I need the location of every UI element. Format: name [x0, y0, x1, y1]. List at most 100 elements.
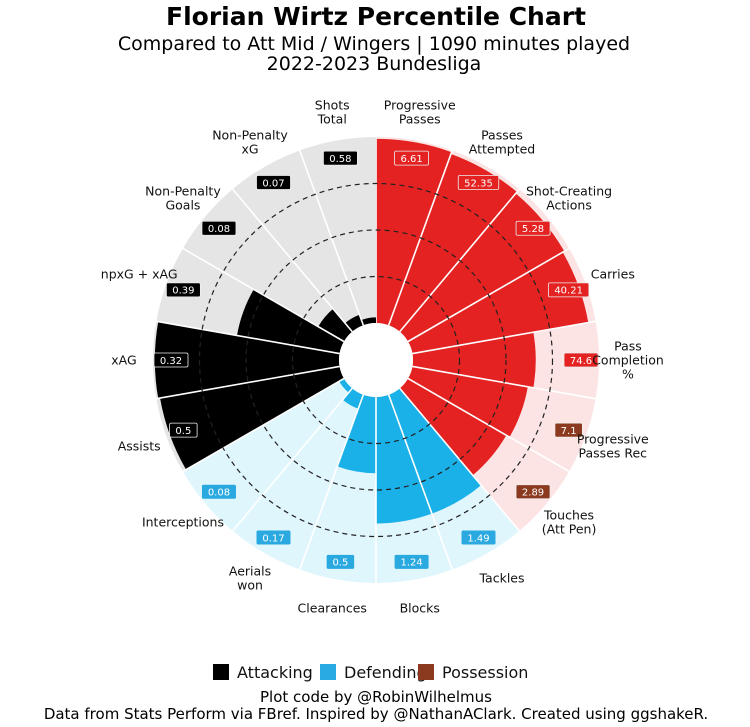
value-label-box	[515, 484, 551, 500]
slice-divider	[298, 394, 365, 570]
legend-label: Possession	[442, 663, 528, 682]
category-label: Passes	[399, 111, 441, 126]
value-label: 0.07	[262, 178, 284, 189]
value-label: 6.61	[400, 154, 422, 165]
value-label: 0.58	[329, 154, 351, 165]
slice-divider	[232, 188, 353, 333]
category-label: Aerials	[229, 564, 271, 579]
value-label-box	[461, 530, 496, 545]
category-label: Interceptions	[142, 514, 224, 529]
slice-bar	[361, 317, 376, 326]
value-label-box	[515, 220, 551, 236]
slice-divider	[156, 320, 340, 355]
category-label: Assists	[118, 439, 161, 454]
slice-divider	[156, 365, 340, 400]
value-label-box	[153, 352, 189, 368]
slice-bar	[339, 378, 353, 393]
category-label: Non-Penalty	[145, 184, 221, 199]
category-label: Carries	[591, 266, 635, 281]
legend-label: Defending	[344, 663, 427, 682]
value-labels-layer: 6.61 52.35 5.28 40.21 74.6 7.1 2.89 1.49 1.24 0.5…	[153, 150, 599, 569]
value-label-box	[256, 175, 291, 190]
category-label: Completion	[592, 353, 664, 368]
category-label: Progressive	[577, 432, 649, 447]
category-label: Pass	[614, 339, 642, 354]
category-label: (Att Pen)	[542, 521, 597, 536]
category-labels-layer: ProgressivePassesPassesAttemptedShot-Cre…	[101, 97, 664, 615]
value-label-box	[326, 554, 355, 569]
value-label: 1.49	[467, 533, 489, 544]
value-label: 74.6	[570, 356, 592, 367]
slice-bar	[318, 308, 353, 342]
gridline-circle	[245, 229, 507, 491]
slice-bar	[160, 366, 344, 470]
category-label: Total	[317, 111, 347, 126]
value-label: 1.24	[400, 558, 422, 569]
value-label-box	[563, 352, 599, 368]
value-label-box	[457, 175, 500, 190]
category-label: Non-Penalty	[212, 127, 288, 142]
legend-swatch	[320, 664, 336, 680]
slice-divider	[182, 247, 345, 343]
center-hole	[339, 323, 413, 397]
category-label: xG	[241, 141, 258, 156]
category-label: won	[237, 578, 263, 593]
value-label: 0.08	[208, 488, 230, 499]
slice-divider	[387, 394, 454, 570]
value-label: 7.1	[561, 426, 577, 437]
value-label: 0.08	[208, 224, 230, 235]
gridlines-layer	[198, 182, 554, 538]
value-label: 0.39	[172, 286, 194, 297]
value-label: 0.17	[262, 533, 284, 544]
category-label: Goals	[165, 198, 200, 213]
value-label: 0.5	[175, 426, 191, 437]
category-label: Passes Rec	[579, 446, 648, 461]
category-label: Shots	[315, 97, 350, 112]
legend-swatch	[213, 664, 229, 680]
legend-swatch	[418, 664, 434, 680]
legend: Attacking Defending Possession	[213, 663, 528, 682]
value-label: 40.21	[554, 286, 583, 297]
chart-title: Florian Wirtz Percentile Chart	[166, 2, 586, 31]
category-label: npxG + xAG	[101, 266, 178, 281]
slice-bar	[388, 388, 482, 514]
category-label: Shot-Creating	[526, 184, 612, 199]
category-label: xAG	[111, 353, 136, 368]
footer-source: Data from Stats Perform via FBref. Inspi…	[44, 705, 708, 723]
category-label: Tackles	[478, 571, 524, 586]
category-label: Passes	[481, 127, 523, 142]
value-label-box	[256, 530, 291, 545]
slice-background	[232, 150, 364, 332]
value-label-box	[394, 554, 429, 569]
category-label: Progressive	[384, 97, 456, 112]
footer-credit: Plot code by @RobinWilhelmus	[260, 688, 492, 706]
slice-bar	[376, 394, 432, 524]
slice-divider	[407, 377, 570, 473]
slice-divider	[399, 387, 520, 532]
value-label-box	[201, 220, 237, 236]
slice-bar	[399, 378, 507, 476]
chart-subtitle-1: Compared to Att Mid / Wingers | 1090 min…	[118, 33, 630, 55]
slice-bar	[388, 153, 517, 332]
category-label: Blocks	[400, 601, 440, 616]
legend-label: Attacking	[237, 663, 313, 682]
category-label: Attempted	[469, 141, 535, 156]
value-label-box	[554, 422, 583, 438]
value-label: 0.5	[332, 558, 348, 569]
slice-bar	[337, 394, 376, 474]
slice-divider	[182, 377, 345, 473]
slice-bar	[342, 388, 364, 409]
value-label: 52.35	[464, 178, 493, 189]
value-label: 2.89	[522, 488, 544, 499]
category-label: Actions	[546, 198, 592, 213]
value-label: 5.28	[522, 224, 544, 235]
gridline-circle	[198, 182, 554, 538]
value-label-box	[201, 484, 236, 499]
gridline-circle	[291, 275, 461, 445]
chart-subtitle-2: 2022-2023 Bundesliga	[267, 53, 482, 75]
category-label: Clearances	[298, 601, 367, 616]
slice-bar	[376, 138, 452, 326]
slice-bar	[408, 252, 589, 354]
slice-bar	[236, 289, 344, 354]
